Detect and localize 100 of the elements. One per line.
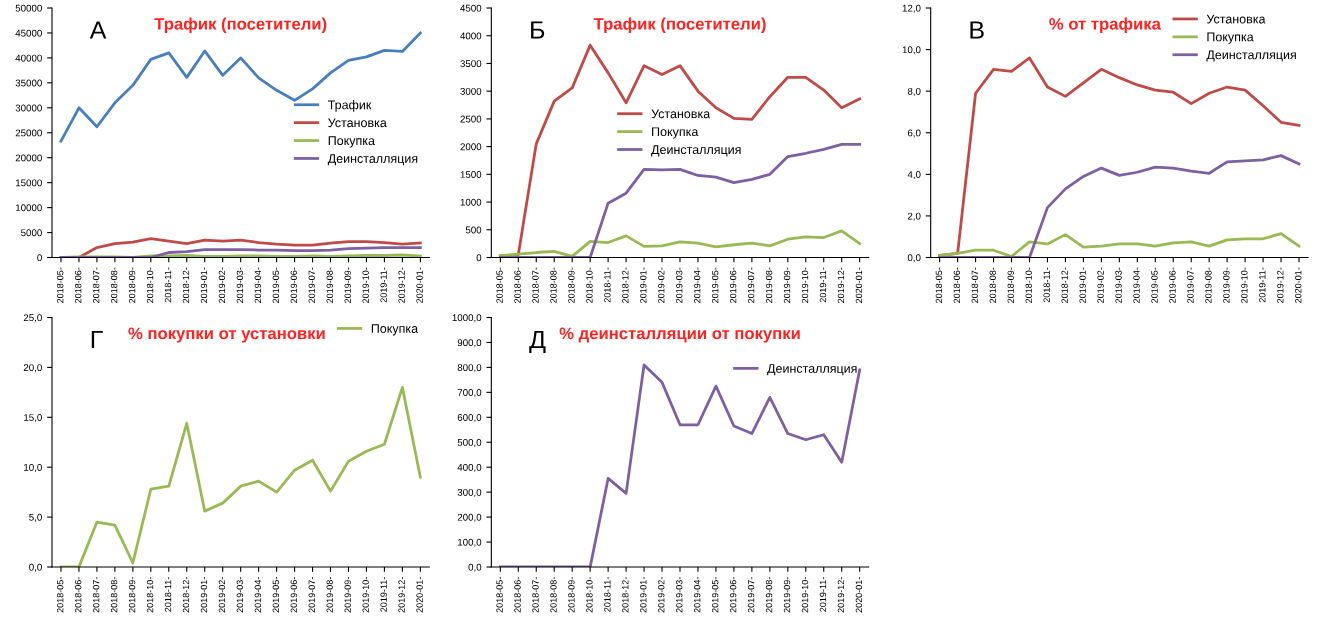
- x-tick-label: 2019-12-: [1277, 267, 1284, 303]
- x-tick-label: 2018-09-: [128, 267, 136, 303]
- x-tick-label: 2019-02-: [218, 267, 226, 303]
- x-tick-label: 2019-11-: [819, 267, 827, 303]
- y-tick-label: 2,0: [907, 212, 921, 221]
- y-tick-label: 400,0: [457, 463, 482, 472]
- line-series: [938, 154, 1301, 258]
- x-tick-label: 2018-11-: [1043, 267, 1050, 303]
- x-tick-label: 2018-09-: [1007, 267, 1014, 303]
- legend-label: Покупка: [652, 127, 699, 139]
- y-tick-label: 15000: [15, 179, 42, 187]
- text: % деинсталляции от покупки: [559, 327, 800, 343]
- x-tick-label: 2019-12-: [837, 267, 845, 303]
- x-tick-label: 2018-08-: [550, 267, 557, 303]
- y-tick-label: 4,0: [907, 171, 921, 180]
- y-tick-label: 35000: [15, 79, 42, 87]
- x-tick-label: 2019-12-: [837, 577, 845, 613]
- x-tick-label: 2019-07-: [747, 577, 755, 613]
- y-tick-label: 10000: [15, 204, 42, 212]
- x-tick-label: 2019-05-: [272, 267, 280, 303]
- x-tick-label: 2020-01-: [855, 267, 863, 303]
- x-tick-label: 2018-11-: [604, 267, 611, 303]
- x-tick-label: 2018-10-: [586, 577, 593, 613]
- x-tick-label: 2018-06-: [514, 577, 521, 613]
- x-tick-label: 2018-05-: [496, 577, 503, 613]
- x-tick-label: 2018-12-: [182, 577, 190, 613]
- x-tick-label: 2020-01-: [416, 577, 423, 613]
- y-tick-label: 900,0: [457, 339, 482, 348]
- x-tick-label: 2020-01-: [855, 577, 863, 613]
- y-tick-label: 2500: [460, 115, 482, 123]
- x-tick-label: 2019-10-: [1241, 267, 1248, 303]
- x-tick-label: 2018-09-: [128, 577, 136, 613]
- x-tick-label: 2018-10-: [1025, 267, 1032, 303]
- legend-label: Установка: [1206, 14, 1266, 24]
- line-series: [498, 229, 862, 258]
- x-tick-label: 2020-01-: [1295, 267, 1302, 303]
- x-tick-label: 2019-11-: [380, 267, 387, 303]
- x-tick-label: 2019-09-: [783, 267, 791, 303]
- x-tick-label: 2019-02-: [658, 577, 665, 613]
- y-tick-label: 40000: [15, 54, 42, 62]
- x-tick-label: 2018-05-: [57, 577, 64, 613]
- x-tick-label: 2019-05-: [1151, 267, 1158, 303]
- y-tick-label: 1000,0: [452, 314, 482, 323]
- x-tick-label: 2019-04-: [694, 267, 701, 303]
- y-tick-label: 200,0: [457, 513, 482, 522]
- annotation: Д: [529, 330, 546, 354]
- legend-label: Покупка: [328, 136, 375, 148]
- x-tick-label: 2020-01-: [416, 267, 423, 303]
- x-tick-label: 2019-07-: [747, 267, 755, 303]
- y-tick-label: 12,0: [902, 4, 921, 13]
- x-tick-label: 2019-01-: [200, 267, 208, 303]
- x-tick-label: 2019-01-: [640, 577, 647, 613]
- x-tick-label: 2019-02-: [218, 577, 226, 613]
- x-tick-label: 2019-03-: [236, 267, 244, 303]
- legend-label: Покупка: [371, 324, 419, 336]
- x-tick-label: 2019-07-: [1187, 267, 1194, 303]
- x-tick-label: 2018-12-: [182, 267, 190, 303]
- x-tick-label: 2018-06-: [74, 577, 82, 613]
- x-tick-label: 2019-04-: [1133, 267, 1140, 303]
- x-tick-label: 2019-03-: [1115, 267, 1122, 303]
- y-tick-label: 5000: [21, 229, 42, 237]
- legend-label: Деинсталляция: [1206, 50, 1296, 62]
- y-tick-label: 6,0: [907, 129, 921, 138]
- y-tick-label: 1000: [460, 198, 482, 206]
- x-tick-label: 2018-06-: [74, 267, 82, 303]
- x-tick-label: 2019-04-: [694, 577, 701, 613]
- x-tick-label: 2018-10-: [146, 267, 154, 303]
- y-tick-label: 300,0: [457, 488, 482, 497]
- x-tick-label: 2019-10-: [801, 577, 809, 613]
- y-tick-label: 8,0: [907, 87, 921, 96]
- x-tick-label: 2019-09-: [344, 577, 351, 613]
- y-tick-label: 0: [37, 254, 42, 262]
- x-tick-label: 2019-11-: [1259, 267, 1266, 303]
- x-tick-label: 2018-08-: [989, 267, 996, 303]
- x-tick-label: 2018-05-: [57, 267, 64, 303]
- x-tick-label: 2019-11-: [819, 577, 827, 612]
- y-tick-label: 10,0: [24, 463, 42, 472]
- x-tick-label: 2018-12-: [622, 267, 629, 303]
- y-tick-label: 100,0: [458, 538, 482, 547]
- x-tick-label: 2019-09-: [783, 577, 791, 613]
- x-tick-label: 2019-03-: [676, 577, 683, 613]
- x-tick-label: 2018-10-: [586, 267, 593, 303]
- y-tick-label: 500: [465, 226, 482, 234]
- y-tick-label: 4000: [460, 32, 482, 40]
- x-tick-label: 2018-12-: [1061, 267, 1068, 303]
- x-tick-label: 2018-07-: [92, 267, 100, 303]
- x-tick-label: 2019-09-: [344, 267, 351, 303]
- x-tick-label: 2019-10-: [362, 267, 369, 303]
- x-tick-label: 2019-10-: [801, 267, 809, 303]
- annotation: В: [970, 21, 984, 39]
- x-tick-label: 2018-06-: [514, 267, 521, 303]
- x-tick-label: 2018-09-: [568, 577, 575, 613]
- x-tick-label: 2019-08-: [1205, 267, 1212, 303]
- x-tick-label: 2019-05-: [711, 577, 719, 613]
- y-tick-label: 20000: [15, 154, 42, 162]
- y-tick-label: 5,0: [29, 513, 42, 522]
- line-series: [498, 43, 862, 258]
- x-tick-label: 2019-01-: [640, 267, 647, 303]
- x-tick-label: 2018-08-: [550, 577, 557, 613]
- y-tick-label: 3000: [460, 87, 482, 95]
